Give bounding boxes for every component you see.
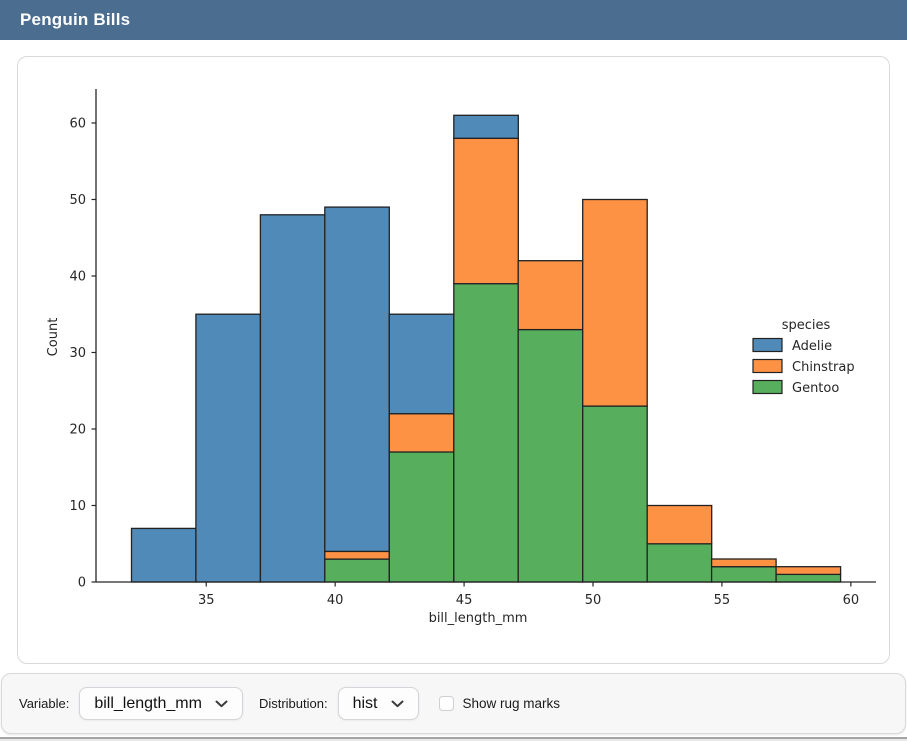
x-axis-label: bill_length_mm	[429, 611, 528, 626]
histogram-bar-segment-adelie	[259, 214, 326, 583]
svg-text:45: 45	[456, 593, 473, 608]
histogram-bar-segment-chinstrap	[388, 413, 455, 453]
legend-swatch-adelie	[752, 337, 783, 353]
histogram-bar-segment-adelie	[453, 114, 519, 139]
svg-text:20: 20	[69, 422, 86, 437]
histogram-bar-segment-gentoo	[388, 451, 455, 583]
histogram-bar-segment-chinstrap	[517, 260, 584, 331]
svg-text:40: 40	[69, 269, 86, 284]
variable-select-value: bill_length_mm	[94, 694, 202, 712]
svg-text:10: 10	[69, 499, 86, 514]
histogram-bar-segment-adelie	[324, 206, 390, 553]
svg-text:40: 40	[327, 593, 344, 608]
variable-label: Variable:	[19, 696, 70, 711]
svg-text:60: 60	[843, 593, 860, 608]
histogram-bar-segment-chinstrap	[646, 504, 713, 545]
show-rug-label[interactable]: Show rug marks	[462, 696, 561, 711]
histogram-bar-segment-adelie	[388, 313, 455, 415]
svg-text:55: 55	[714, 593, 731, 608]
histogram-bar-segment-gentoo	[324, 558, 390, 583]
svg-text:50: 50	[585, 593, 602, 608]
legend-label-gentoo: Gentoo	[792, 381, 839, 396]
legend-label-chinstrap: Chinstrap	[792, 360, 855, 375]
window-bottom-edge	[0, 736, 907, 741]
histogram-bar-segment-chinstrap	[582, 198, 648, 407]
histogram-chart: 35 40 45 50 55 60 0 10 20 30 40 50 60 bill_length_mm C…	[46, 89, 876, 626]
histogram-bar-segment-chinstrap	[710, 558, 777, 568]
svg-text:60: 60	[69, 116, 86, 131]
histogram-bar-segment-chinstrap	[453, 137, 519, 285]
legend-title: species	[782, 318, 831, 333]
chevron-down-icon	[215, 700, 228, 707]
legend-label-adelie: Adelie	[792, 339, 832, 354]
histogram-bar-segment-chinstrap	[775, 566, 842, 576]
histogram-bar-segment-gentoo	[710, 566, 777, 583]
histogram-bar-segment-chinstrap	[324, 550, 390, 560]
chevron-down-icon	[391, 700, 403, 707]
distribution-label: Distribution:	[258, 696, 328, 711]
svg-text:50: 50	[69, 193, 86, 208]
legend-swatch-chinstrap	[752, 358, 783, 374]
bottom-toolbar: Variable: bill_length_mm Distribution: h…	[1, 673, 906, 734]
y-axis-label: Count	[46, 318, 61, 357]
distribution-select[interactable]: hist	[337, 687, 419, 720]
histogram-bar-segment-gentoo	[775, 573, 842, 583]
show-rug-checkbox[interactable]	[438, 696, 454, 711]
window-title: Penguin Bills	[20, 10, 131, 29]
histogram-bar-segment-gentoo	[582, 405, 648, 583]
histogram-bar-segment-adelie	[195, 313, 262, 583]
svg-text:35: 35	[198, 593, 215, 608]
legend-swatch-gentoo	[752, 379, 783, 395]
histogram-bar-segment-gentoo	[646, 543, 713, 583]
title-bar: Penguin Bills	[0, 0, 907, 40]
histogram-bar-segment-gentoo	[453, 282, 519, 583]
histogram-bar-segment-adelie	[130, 527, 197, 583]
chart-card: 35 40 45 50 55 60 0 10 20 30 40 50 60 bill_length_mm C…	[17, 56, 890, 664]
histogram-bar-segment-gentoo	[517, 328, 584, 583]
variable-select[interactable]: bill_length_mm	[79, 687, 243, 720]
svg-text:0: 0	[78, 576, 86, 591]
distribution-select-value: hist	[352, 694, 378, 712]
svg-text:30: 30	[69, 346, 86, 361]
